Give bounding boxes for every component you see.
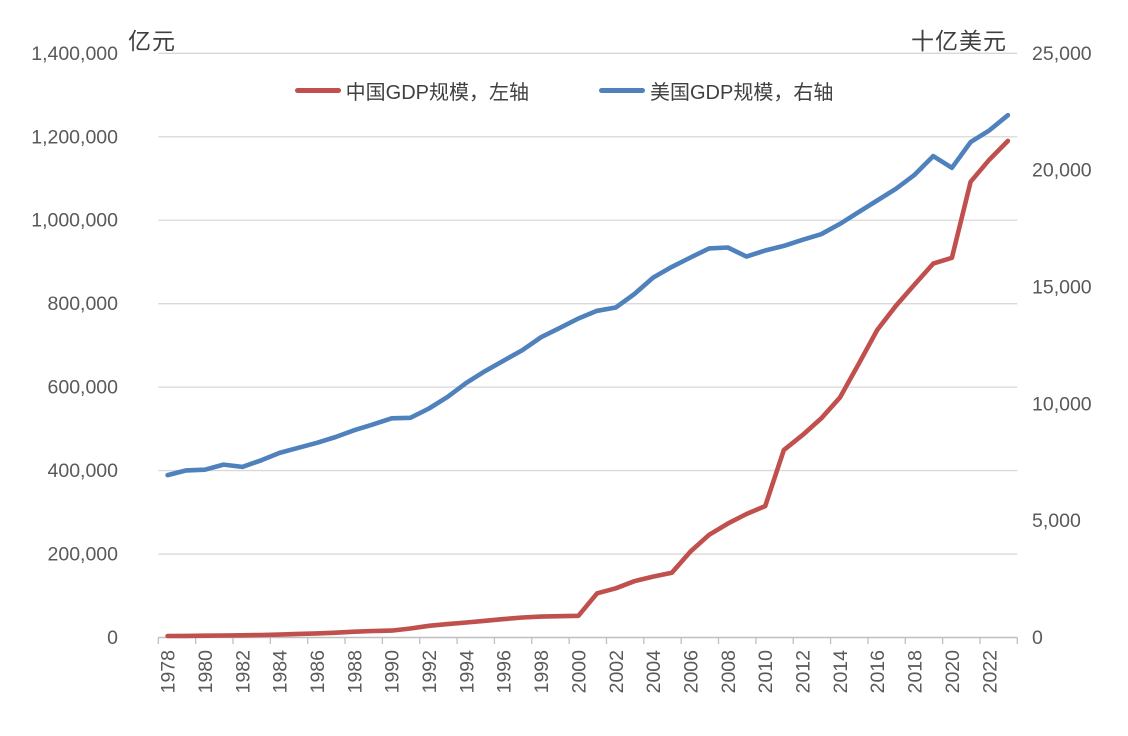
- y-axis-label-right: 25,000: [1032, 43, 1092, 65]
- left-axis-unit-label: 亿元: [128, 28, 176, 54]
- legend: 中国GDP规模，左轴 美国GDP规模，右轴: [0, 76, 1128, 105]
- right-axis-unit-label: 十亿美元: [911, 28, 1007, 54]
- x-axis-label: 1996: [494, 650, 516, 693]
- x-axis-label: 1990: [382, 650, 404, 694]
- legend-swatch-china: [294, 88, 341, 93]
- x-axis-label: 2004: [643, 650, 665, 694]
- x-axis-label: 1982: [232, 650, 254, 693]
- legend-label-us: 美国GDP规模，右轴: [650, 82, 834, 104]
- x-axis-label: 1998: [531, 650, 553, 693]
- x-axis-label: 2006: [681, 650, 703, 693]
- y-axis-label-left: 600,000: [48, 377, 119, 399]
- legend-swatch-us: [599, 88, 645, 93]
- x-axis-label: 1994: [456, 650, 478, 694]
- x-axis-label: 1988: [344, 650, 366, 693]
- x-axis-label: 2014: [830, 650, 852, 694]
- x-axis-label: 2010: [755, 650, 777, 694]
- x-axis-label: 2022: [979, 650, 1001, 693]
- y-axis-label-left: 0: [107, 627, 118, 649]
- legend-label-china: 中国GDP规模，左轴: [345, 82, 529, 104]
- legend-item-us-gdp[interactable]: 美国GDP规模，右轴: [599, 76, 833, 105]
- y-axis-label-left: 400,000: [48, 460, 119, 482]
- x-axis-label: 1992: [419, 650, 441, 693]
- y-axis-label-right: 15,000: [1032, 276, 1092, 298]
- x-axis-label: 2018: [905, 650, 927, 693]
- x-axis-label: 2002: [606, 650, 628, 693]
- x-axis-label: 2000: [568, 650, 590, 694]
- x-axis-label: 2020: [942, 650, 964, 694]
- y-axis-label-right: 5,000: [1032, 510, 1081, 532]
- y-axis-label-right: 20,000: [1032, 160, 1092, 182]
- x-axis-label: 2008: [718, 650, 740, 693]
- x-axis-label: 1986: [307, 650, 329, 693]
- x-axis-label: 1984: [270, 650, 292, 694]
- y-axis-label-left: 800,000: [48, 293, 119, 315]
- x-axis-label: 2016: [867, 650, 889, 693]
- x-axis-label: 1980: [195, 650, 217, 694]
- x-axis-label: 1978: [158, 650, 180, 693]
- y-axis-label-right: 10,000: [1032, 393, 1092, 415]
- us-gdp-line: [165, 112, 1011, 478]
- y-axis-label-left: 1,200,000: [31, 126, 118, 148]
- y-axis-label-right: 0: [1032, 627, 1043, 649]
- china-gdp-line: [165, 138, 1011, 639]
- x-axis-label: 2012: [793, 650, 815, 693]
- y-axis-label-left: 1,400,000: [31, 43, 118, 65]
- y-axis-label-left: 200,000: [48, 544, 119, 566]
- y-axis-label-left: 1,000,000: [31, 210, 118, 232]
- legend-item-china-gdp[interactable]: 中国GDP规模，左轴: [294, 76, 529, 105]
